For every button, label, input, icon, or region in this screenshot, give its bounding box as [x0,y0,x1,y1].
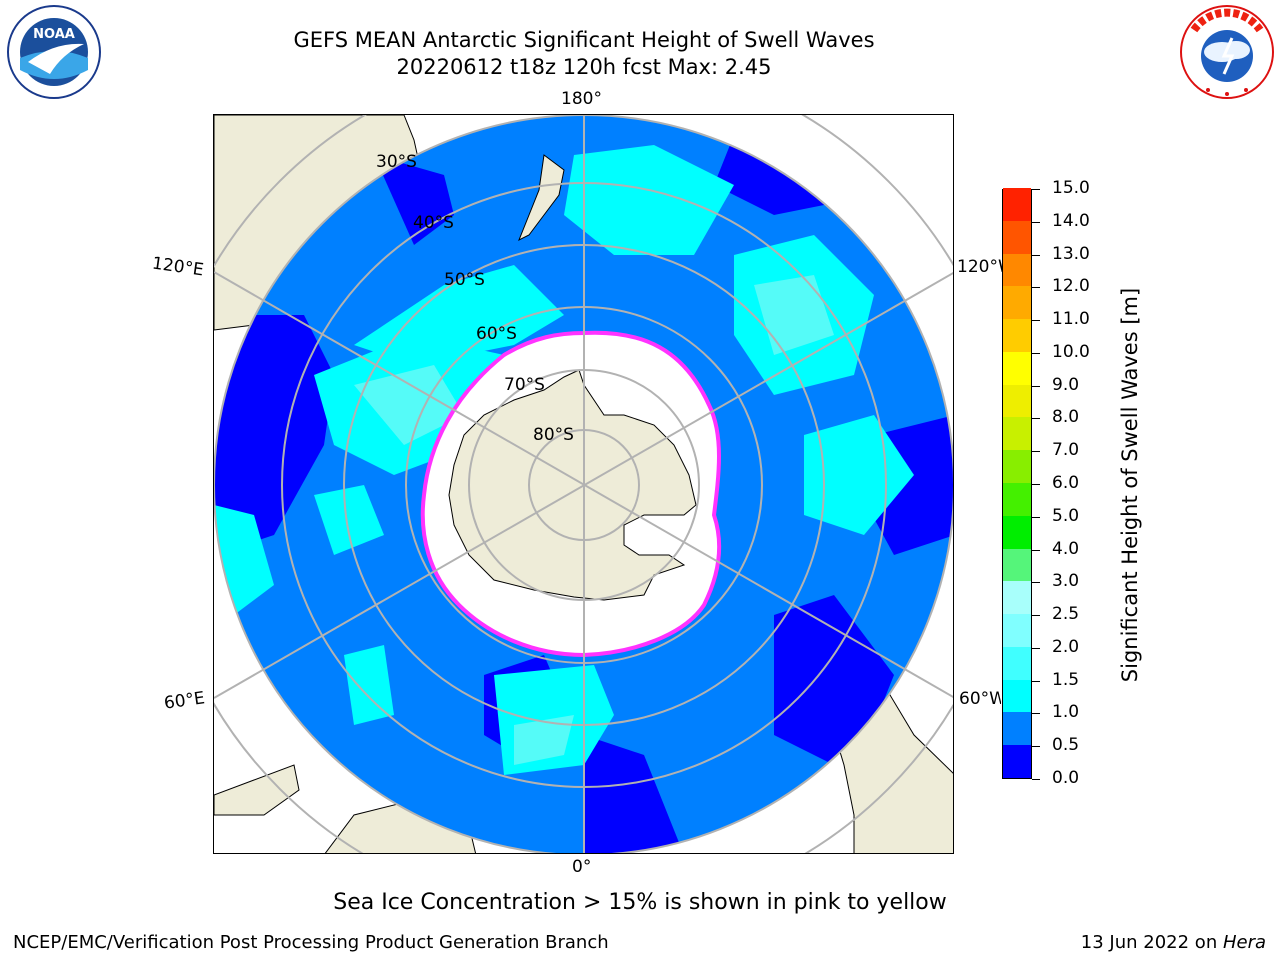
lat-label-60s: 60°S [476,324,517,344]
colorbar-tick-label: 11.0 [1052,309,1090,330]
colorbar-segment [1003,416,1031,451]
colorbar-segment [1003,646,1031,680]
lat-label-30s: 30°S [376,152,417,172]
colorbar-tick-label: 2.0 [1052,636,1080,657]
colorbar-segment [1003,613,1031,647]
colorbar-segment [1003,580,1031,615]
colorbar-tick [1032,680,1040,682]
colorbar-tick-label: 4.0 [1052,538,1080,559]
colorbar-segment [1003,515,1031,549]
colorbar-tick [1032,746,1040,748]
colorbar-segment [1003,253,1031,287]
colorbar-tick [1032,320,1040,322]
colorbar [1002,187,1032,779]
colorbar-tick [1032,549,1040,551]
colorbar-tick-label: 7.0 [1052,440,1080,461]
colorbar-tick [1032,713,1040,715]
polar-map [213,114,954,854]
lat-label-40s: 40°S [413,213,454,233]
map-title: GEFS MEAN Antarctic Significant Height o… [293,28,875,52]
noaa-logo: NOAA [6,4,102,100]
colorbar-tick-label: 9.0 [1052,374,1080,395]
colorbar-tick [1032,451,1040,453]
colorbar-tick [1032,221,1040,223]
lat-label-50s: 50°S [444,270,485,290]
colorbar-tick [1032,189,1040,190]
lat-label-80s: 80°S [533,425,574,445]
colorbar-tick [1032,418,1040,420]
colorbar-tick [1032,582,1040,584]
colorbar-tick [1032,615,1040,617]
lon-label-0: 0° [572,857,592,877]
colorbar-tick [1032,287,1040,289]
lon-label-120w: 120°W [957,257,1003,277]
colorbar-segment [1003,744,1031,778]
colorbar-tick-label: 13.0 [1052,243,1090,264]
map-subtitle: 20220612 t18z 120h fcst Max: 2.45 [396,55,772,79]
colorbar-title: Significant Height of Swell Waves [m] [1118,287,1142,683]
colorbar-tick-label: 15.0 [1052,178,1090,198]
madagascar-land [214,764,300,816]
lon-label-180: 180° [561,89,602,109]
issue-date-text: 13 Jun 2022 on [1080,932,1223,953]
colorbar-tick-label: 1.0 [1052,702,1080,723]
colorbar-tick [1032,484,1040,485]
issue-date: 13 Jun 2022 on Hera [1081,932,1266,953]
colorbar-segment [1003,679,1031,713]
colorbar-tick [1032,352,1040,354]
colorbar-tick [1032,254,1040,256]
colorbar-tick [1032,647,1040,649]
svg-text:NOAA: NOAA [33,27,75,42]
colorbar-tick-label: 1.5 [1052,669,1080,690]
lat-label-70s: 70°S [504,375,545,395]
colorbar-segment [1003,351,1031,385]
colorbar-tick-label: 0.0 [1052,768,1080,788]
machine-name: Hera [1222,932,1266,953]
colorbar-tick [1032,385,1040,387]
colorbar-tick [1032,516,1040,518]
colorbar-segment [1003,384,1031,418]
colorbar-segment [1003,711,1031,746]
antarctica-land [448,369,697,601]
colorbar-segment [1003,220,1031,254]
colorbar-tick-label: 12.0 [1052,276,1090,297]
colorbar-tick-label: 6.0 [1052,473,1080,493]
colorbar-segment [1003,187,1031,221]
colorbar-tick [1032,779,1040,780]
colorbar-segment [1003,548,1031,582]
colorbar-tick-label: 5.0 [1052,505,1080,526]
lon-label-60w: 60°W [959,689,1001,709]
colorbar-tick-label: 3.0 [1052,571,1080,592]
colorbar-segment [1003,449,1031,483]
colorbar-tick-label: 0.5 [1052,735,1080,756]
colorbar-tick-label: 2.5 [1052,604,1080,625]
colorbar-segment [1003,318,1031,352]
nws-logo [1178,4,1276,100]
lon-label-120e: 120°E [150,253,205,281]
colorbar-tick-label: 14.0 [1052,210,1090,231]
new-zealand-land [518,154,565,242]
lon-label-60e: 60°E [162,688,207,714]
colorbar-tick-label: 10.0 [1052,341,1090,362]
colorbar-tick-label: 8.0 [1052,407,1080,428]
branch-credit: NCEP/EMC/Verification Post Processing Pr… [13,932,609,953]
colorbar-segment [1003,285,1031,320]
colorbar-segment [1003,482,1031,516]
sea-ice-note: Sea Ice Concentration > 15% is shown in … [333,890,947,915]
